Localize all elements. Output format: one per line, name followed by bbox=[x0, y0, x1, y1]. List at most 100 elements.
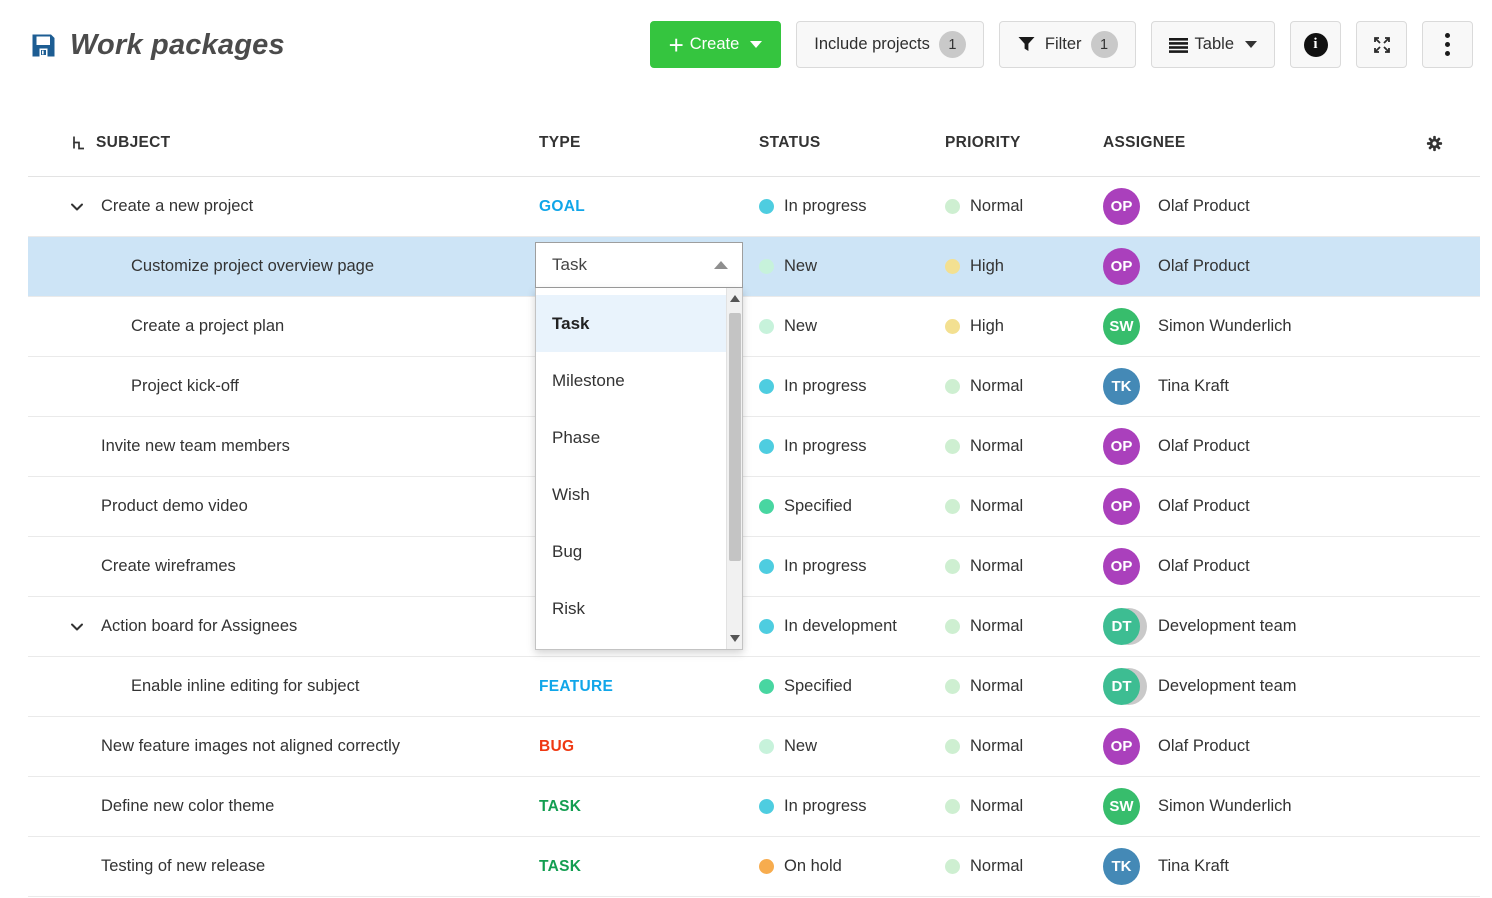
save-icon[interactable] bbox=[30, 32, 57, 59]
fullscreen-button[interactable] bbox=[1356, 21, 1407, 68]
more-menu-button[interactable] bbox=[1422, 21, 1473, 68]
assignee-cell[interactable]: OP Olaf Product bbox=[1085, 177, 1415, 236]
table-row[interactable]: Invite new team members In progress Normal… bbox=[28, 417, 1480, 477]
status-cell[interactable]: In progress bbox=[745, 537, 935, 596]
subject-cell[interactable]: New feature images not aligned correctly bbox=[28, 717, 535, 776]
subject-text: Create a new project bbox=[101, 197, 254, 215]
status-cell[interactable]: On hold bbox=[745, 837, 935, 896]
status-cell[interactable]: New bbox=[745, 297, 935, 356]
dropdown-option[interactable]: Milestone bbox=[552, 371, 625, 390]
table-row[interactable]: Create a project plan New High SW Simon Wund… bbox=[28, 297, 1480, 357]
gear-icon[interactable] bbox=[1425, 134, 1444, 153]
subject-cell[interactable]: Create wireframes bbox=[28, 537, 535, 596]
chevron-down-icon[interactable] bbox=[70, 622, 84, 632]
priority-cell[interactable]: Normal bbox=[935, 537, 1085, 596]
dropdown-option[interactable]: Bug bbox=[552, 542, 583, 561]
type-cell[interactable]: BUG bbox=[535, 717, 745, 776]
assignee-cell[interactable]: DT Development team bbox=[1085, 597, 1415, 656]
subject-cell[interactable]: Create a project plan bbox=[28, 297, 535, 356]
status-cell[interactable]: Specified bbox=[745, 477, 935, 536]
priority-cell[interactable]: Normal bbox=[935, 357, 1085, 416]
assignee-cell[interactable]: OP Olaf Product bbox=[1085, 477, 1415, 536]
status-cell[interactable]: In development bbox=[745, 597, 935, 656]
priority-cell[interactable]: Normal bbox=[935, 477, 1085, 536]
assignee-cell[interactable]: OP Olaf Product bbox=[1085, 237, 1415, 296]
dropdown-option[interactable]: Phase bbox=[552, 428, 601, 447]
status-cell[interactable]: In progress bbox=[745, 777, 935, 836]
priority-cell[interactable]: Normal bbox=[935, 717, 1085, 776]
type-cell[interactable]: TASK bbox=[535, 837, 745, 896]
column-header-subject[interactable]: SUBJECT bbox=[28, 134, 535, 152]
table-row[interactable]: Create a new project GOAL In progress Norma… bbox=[28, 177, 1480, 237]
status-cell[interactable]: New bbox=[745, 237, 935, 296]
type-cell[interactable]: FEATURE bbox=[535, 657, 745, 716]
priority-cell[interactable]: Normal bbox=[935, 417, 1085, 476]
subject-cell[interactable]: Testing of new release bbox=[28, 837, 535, 896]
priority-cell[interactable]: Normal bbox=[935, 597, 1085, 656]
assignee-cell[interactable]: TK Tina Kraft bbox=[1085, 837, 1415, 896]
dropdown-option[interactable]: Task bbox=[536, 295, 726, 352]
subject-cell[interactable]: Action board for Assignees bbox=[28, 597, 535, 656]
chevron-down-icon[interactable] bbox=[70, 202, 84, 212]
include-projects-button[interactable]: Include projects 1 bbox=[796, 21, 984, 68]
subject-cell[interactable]: Project kick-off bbox=[28, 357, 535, 416]
status-cell[interactable]: In progress bbox=[745, 417, 935, 476]
scroll-up-icon[interactable] bbox=[729, 295, 740, 302]
priority-cell[interactable]: High bbox=[935, 237, 1085, 296]
table-row[interactable]: Testing of new release TASK On hold Normal T… bbox=[28, 837, 1480, 897]
subject-cell[interactable]: Product demo video bbox=[28, 477, 535, 536]
table-row[interactable]: Define new color theme TASK In progress Nor… bbox=[28, 777, 1480, 837]
priority-cell[interactable]: Normal bbox=[935, 177, 1085, 236]
assignee-cell[interactable]: DT Development team bbox=[1085, 657, 1415, 716]
info-button[interactable]: i bbox=[1290, 21, 1341, 68]
type-cell[interactable]: GOAL bbox=[535, 177, 745, 236]
assignee-name: Development team bbox=[1158, 677, 1297, 695]
column-header-priority[interactable]: PRIORITY bbox=[945, 134, 1021, 151]
status-dot-icon bbox=[759, 499, 774, 514]
column-header-assignee[interactable]: ASSIGNEE bbox=[1103, 134, 1186, 151]
assignee-cell[interactable]: SW Simon Wunderlich bbox=[1085, 777, 1415, 836]
table-row[interactable]: Enable inline editing for subject FEATURE… bbox=[28, 657, 1480, 717]
assignee-cell[interactable]: SW Simon Wunderlich bbox=[1085, 297, 1415, 356]
dropdown-option[interactable]: Risk bbox=[552, 599, 586, 618]
scroll-down-icon[interactable] bbox=[729, 635, 740, 642]
status-cell[interactable]: New bbox=[745, 717, 935, 776]
dropdown-option[interactable]: Wish bbox=[552, 485, 590, 504]
priority-cell[interactable]: Normal bbox=[935, 837, 1085, 896]
assignee-cell[interactable]: OP Olaf Product bbox=[1085, 717, 1415, 776]
table-row[interactable]: Project kick-off In progress Normal TK Tina … bbox=[28, 357, 1480, 417]
subject-cell[interactable]: Invite new team members bbox=[28, 417, 535, 476]
subject-cell[interactable]: Customize project overview page bbox=[28, 237, 535, 296]
status-cell[interactable]: In progress bbox=[745, 357, 935, 416]
priority-cell[interactable]: High bbox=[935, 297, 1085, 356]
assignee-cell[interactable]: OP Olaf Product bbox=[1085, 537, 1415, 596]
priority-cell[interactable]: Normal bbox=[935, 657, 1085, 716]
table-row[interactable]: Create wireframes In progress Normal OP Olaf… bbox=[28, 537, 1480, 597]
table-view-button[interactable]: Table bbox=[1150, 21, 1275, 68]
subject-cell[interactable]: Create a new project bbox=[28, 177, 535, 236]
status-cell[interactable]: In progress bbox=[745, 177, 935, 236]
filter-button[interactable]: Filter 1 bbox=[998, 21, 1136, 68]
table-row[interactable]: Action board for Assignees In development… bbox=[28, 597, 1480, 657]
status-cell[interactable]: Specified bbox=[745, 657, 935, 716]
subject-cell[interactable]: Define new color theme bbox=[28, 777, 535, 836]
create-button[interactable]: + Create bbox=[649, 21, 782, 68]
scrollbar-thumb[interactable] bbox=[729, 313, 741, 561]
table-header-row: SUBJECT TYPE STATUS PRIORITY ASSIGNEE bbox=[28, 110, 1480, 177]
status-text: Specified bbox=[784, 677, 852, 695]
hierarchy-icon[interactable] bbox=[70, 135, 87, 152]
priority-cell[interactable]: Normal bbox=[935, 777, 1085, 836]
assignee-cell[interactable]: OP Olaf Product bbox=[1085, 417, 1415, 476]
type-cell[interactable]: TASK bbox=[535, 777, 745, 836]
column-header-type[interactable]: TYPE bbox=[539, 134, 581, 151]
table-row[interactable]: Customize project overview page New High OP… bbox=[28, 237, 1480, 297]
avatar: TK bbox=[1103, 848, 1140, 885]
table-row[interactable]: New feature images not aligned correctly… bbox=[28, 717, 1480, 777]
table-row[interactable]: Product demo video Specified Normal OP Olaf … bbox=[28, 477, 1480, 537]
list-bars-icon bbox=[1168, 37, 1188, 53]
assignee-cell[interactable]: TK Tina Kraft bbox=[1085, 357, 1415, 416]
dropdown-scrollbar[interactable] bbox=[726, 288, 742, 649]
subject-cell[interactable]: Enable inline editing for subject bbox=[28, 657, 535, 716]
type-dropdown-input[interactable]: Task bbox=[535, 242, 743, 288]
column-header-status[interactable]: STATUS bbox=[759, 134, 821, 151]
